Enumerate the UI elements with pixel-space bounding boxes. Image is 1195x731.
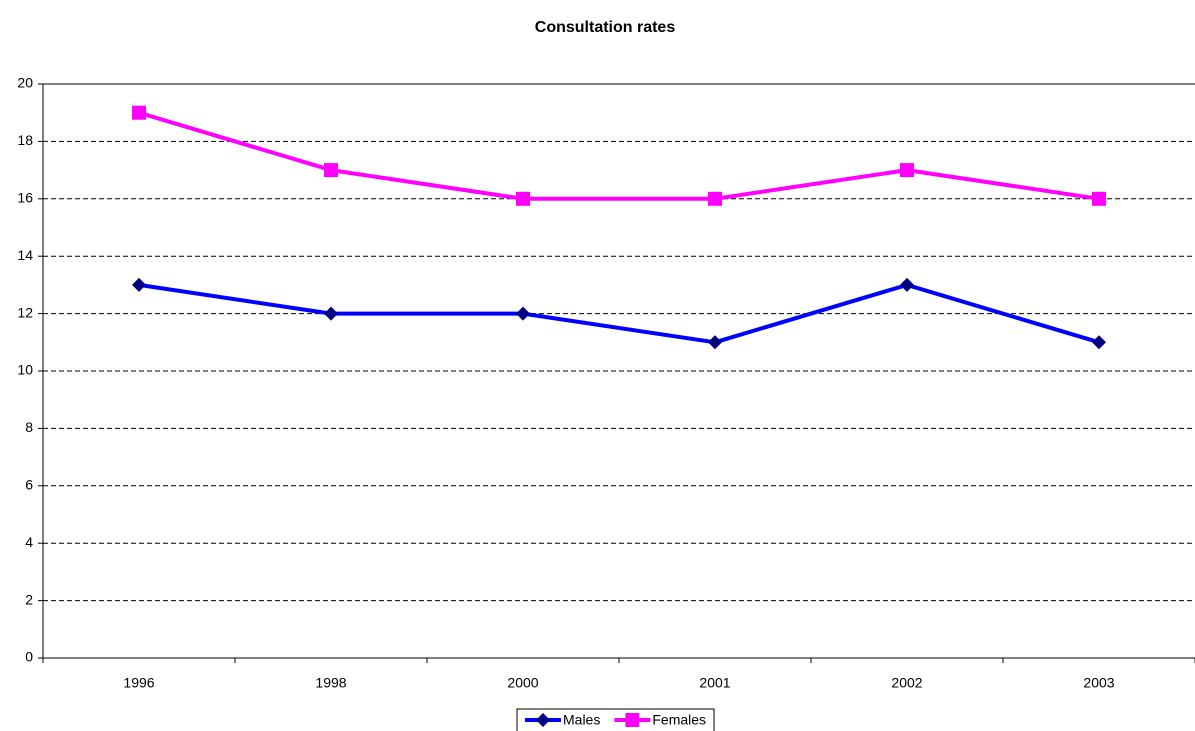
- y-tick-label: 12: [17, 304, 33, 320]
- y-tick-label: 16: [17, 190, 33, 206]
- marker: [536, 713, 550, 727]
- marker: [900, 277, 914, 292]
- marker: [1092, 335, 1106, 350]
- x-tick-label: 2001: [699, 675, 730, 691]
- chart-title: Consultation rates: [535, 19, 676, 36]
- marker: [516, 191, 530, 206]
- series-line: [138, 282, 1100, 345]
- y-tick-label: 4: [25, 534, 33, 550]
- marker: [900, 163, 914, 178]
- y-tick-label: 6: [25, 477, 33, 493]
- y-tick-label: 14: [17, 247, 33, 263]
- legend: Males Females: [516, 708, 715, 731]
- marker: [625, 713, 640, 727]
- marker: [708, 191, 722, 206]
- marker: [516, 306, 530, 321]
- legend-label: Females: [652, 712, 706, 728]
- x-tick-label: 1996: [123, 675, 154, 691]
- y-tick-label: 8: [25, 419, 33, 435]
- marker: [132, 105, 146, 120]
- x-tick-label: 2003: [1083, 675, 1114, 691]
- x-tick-label: 2002: [891, 675, 922, 691]
- y-tick-label: 0: [25, 649, 33, 665]
- y-tick-label: 10: [17, 362, 33, 378]
- x-tick-label: 2000: [507, 675, 538, 691]
- x-tick-label: 1998: [315, 675, 346, 691]
- y-tick-label: 20: [17, 75, 33, 91]
- marker: [1092, 191, 1106, 206]
- y-tick-label: 18: [17, 132, 33, 148]
- marker: [324, 163, 338, 178]
- legend-label: Males: [563, 712, 600, 728]
- marker: [324, 306, 338, 321]
- marker: [132, 277, 146, 292]
- marker: [708, 335, 722, 350]
- y-tick-label: 2: [25, 591, 33, 607]
- series-line: [138, 110, 1100, 201]
